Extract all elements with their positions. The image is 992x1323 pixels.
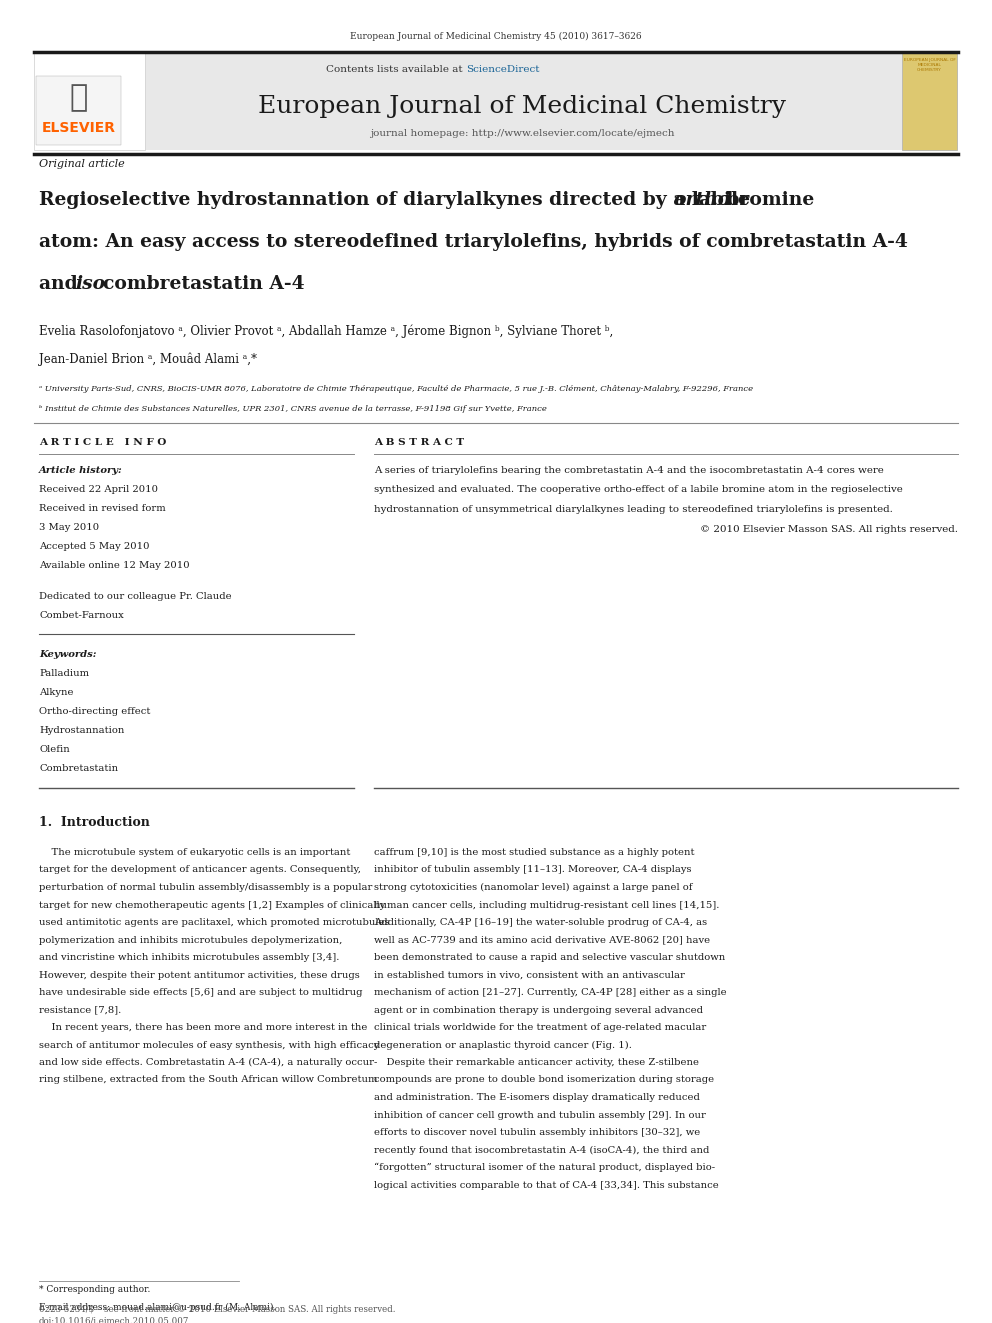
Text: 3 May 2010: 3 May 2010 [39, 523, 99, 532]
Text: ortho: ortho [674, 191, 731, 209]
Text: caffrum [9,10] is the most studied substance as a highly potent: caffrum [9,10] is the most studied subst… [374, 848, 694, 857]
Text: clinical trials worldwide for the treatment of age-related macular: clinical trials worldwide for the treatm… [374, 1023, 706, 1032]
Text: compounds are prone to double bond isomerization during storage: compounds are prone to double bond isome… [374, 1076, 714, 1085]
Text: ᵃ University Paris-Sud, CNRS, BioCIS-UMR 8076, Laboratoire de Chimie Thérapeutiq: ᵃ University Paris-Sud, CNRS, BioCIS-UMR… [39, 385, 753, 393]
Text: journal homepage: http://www.elsevier.com/locate/ejmech: journal homepage: http://www.elsevier.co… [370, 130, 675, 138]
Text: Hydrostannation: Hydrostannation [39, 726, 124, 736]
Text: target for new chemotherapeutic agents [1,2] Examples of clinically: target for new chemotherapeutic agents [… [39, 901, 385, 909]
Text: Available online 12 May 2010: Available online 12 May 2010 [39, 561, 189, 570]
Text: in established tumors in vivo, consistent with an antivascular: in established tumors in vivo, consisten… [374, 971, 684, 979]
Text: Keywords:: Keywords: [39, 650, 96, 659]
Text: and low side effects. Combretastatin A-4 (CA-4), a naturally occur-: and low side effects. Combretastatin A-4… [39, 1058, 377, 1068]
Text: have undesirable side effects [5,6] and are subject to multidrug: have undesirable side effects [5,6] and … [39, 988, 362, 998]
Bar [36, 75, 121, 146]
Text: recently found that isocombretastatin A-4 (isoCA-4), the third and: recently found that isocombretastatin A-… [374, 1146, 709, 1155]
Text: well as AC-7739 and its amino acid derivative AVE-8062 [20] have: well as AC-7739 and its amino acid deriv… [374, 935, 710, 945]
Text: Ortho-directing effect: Ortho-directing effect [39, 706, 151, 716]
Text: Article history:: Article history: [39, 466, 123, 475]
Text: Jean-Daniel Brion ᵃ, Mouâd Alami ᵃ,*: Jean-Daniel Brion ᵃ, Mouâd Alami ᵃ,* [39, 353, 257, 366]
Text: been demonstrated to cause a rapid and selective vascular shutdown: been demonstrated to cause a rapid and s… [374, 953, 725, 962]
Text: search of antitumor molecules of easy synthesis, with high efficacy: search of antitumor molecules of easy sy… [39, 1040, 379, 1049]
Text: and administration. The E-isomers display dramatically reduced: and administration. The E-isomers displa… [374, 1093, 700, 1102]
Text: Original article: Original article [39, 159, 125, 169]
Text: synthesized and evaluated. The cooperative ortho-effect of a labile bromine atom: synthesized and evaluated. The cooperati… [374, 486, 903, 495]
Text: A B S T R A C T: A B S T R A C T [374, 438, 464, 447]
Text: target for the development of anticancer agents. Consequently,: target for the development of anticancer… [39, 865, 361, 875]
Text: 0223-5234/$ – see front matter © 2010 Elsevier Masson SAS. All rights reserved.: 0223-5234/$ – see front matter © 2010 El… [39, 1304, 396, 1314]
Text: Combretastatin: Combretastatin [39, 763, 118, 773]
Text: 1.  Introduction: 1. Introduction [39, 816, 150, 830]
Text: EUROPEAN JOURNAL OF
MEDICINAL
CHEMISTRY: EUROPEAN JOURNAL OF MEDICINAL CHEMISTRY [904, 58, 955, 73]
Text: The microtubule system of eukaryotic cells is an important: The microtubule system of eukaryotic cel… [39, 848, 350, 857]
Text: Olefin: Olefin [39, 745, 69, 754]
Text: In recent years, there has been more and more interest in the: In recent years, there has been more and… [39, 1023, 367, 1032]
Text: mechanism of action [21–27]. Currently, CA-4P [28] either as a single: mechanism of action [21–27]. Currently, … [374, 988, 726, 998]
Text: iso: iso [75, 275, 106, 292]
Text: * Corresponding author.: * Corresponding author. [39, 1285, 151, 1294]
Text: inhibition of cancer cell growth and tubulin assembly [29]. In our: inhibition of cancer cell growth and tub… [374, 1110, 706, 1119]
Bar [145, 53, 902, 149]
Text: efforts to discover novel tubulin assembly inhibitors [30–32], we: efforts to discover novel tubulin assemb… [374, 1129, 700, 1136]
Text: ᵇ Institut de Chimie des Substances Naturelles, UPR 2301, CNRS avenue de la terr: ᵇ Institut de Chimie des Substances Natu… [39, 405, 547, 413]
Text: “forgotten” structural isomer of the natural product, displayed bio-: “forgotten” structural isomer of the nat… [374, 1163, 715, 1172]
Text: used antimitotic agents are paclitaxel, which promoted microtubules: used antimitotic agents are paclitaxel, … [39, 918, 390, 927]
Text: Received 22 April 2010: Received 22 April 2010 [39, 486, 158, 493]
Text: ring stilbene, extracted from the South African willow Combretum: ring stilbene, extracted from the South … [39, 1076, 378, 1085]
Text: polymerization and inhibits microtubules depolymerization,: polymerization and inhibits microtubules… [39, 935, 342, 945]
Text: 🌲: 🌲 [69, 83, 88, 112]
Text: perturbation of normal tubulin assembly/disassembly is a popular: perturbation of normal tubulin assembly/… [39, 882, 372, 892]
Text: Evelia Rasolofonjatovo ᵃ, Olivier Provot ᵃ, Abdallah Hamze ᵃ, Jérome Bignon ᵇ, S: Evelia Rasolofonjatovo ᵃ, Olivier Provot… [39, 325, 613, 339]
Text: E-mail address: mouad.alami@u-psud.fr (M. Alami).: E-mail address: mouad.alami@u-psud.fr (M… [39, 1303, 277, 1312]
Text: © 2010 Elsevier Masson SAS. All rights reserved.: © 2010 Elsevier Masson SAS. All rights r… [700, 524, 958, 533]
Text: Additionally, CA-4P [16–19] the water-soluble prodrug of CA-4, as: Additionally, CA-4P [16–19] the water-so… [374, 918, 707, 927]
Text: inhibitor of tubulin assembly [11–13]. Moreover, CA-4 displays: inhibitor of tubulin assembly [11–13]. M… [374, 865, 691, 875]
Text: Alkyne: Alkyne [39, 688, 73, 697]
Text: and vincristine which inhibits microtubules assembly [3,4].: and vincristine which inhibits microtubu… [39, 953, 339, 962]
Text: Accepted 5 May 2010: Accepted 5 May 2010 [39, 542, 150, 550]
Text: resistance [7,8].: resistance [7,8]. [39, 1005, 121, 1015]
Text: combretastatin A-4: combretastatin A-4 [103, 275, 305, 292]
Text: human cancer cells, including multidrug-resistant cell lines [14,15].: human cancer cells, including multidrug-… [374, 901, 719, 909]
Text: agent or in combination therapy is undergoing several advanced: agent or in combination therapy is under… [374, 1005, 703, 1015]
Text: Received in revised form: Received in revised form [39, 504, 166, 513]
Bar [902, 53, 957, 149]
Text: A series of triarylolefins bearing the combretastatin A-4 and the isocombretasta: A series of triarylolefins bearing the c… [374, 466, 884, 475]
Text: logical activities comparable to that of CA-4 [33,34]. This substance: logical activities comparable to that of… [374, 1180, 719, 1189]
Text: and: and [39, 275, 84, 292]
Text: Dedicated to our colleague Pr. Claude: Dedicated to our colleague Pr. Claude [39, 591, 231, 601]
Text: ELSEVIER: ELSEVIER [42, 120, 116, 135]
Text: strong cytotoxicities (nanomolar level) against a large panel of: strong cytotoxicities (nanomolar level) … [374, 882, 692, 892]
Text: However, despite their potent antitumor activities, these drugs: However, despite their potent antitumor … [39, 971, 360, 979]
Text: bromine: bromine [720, 191, 814, 209]
Text: Regioselective hydrostannation of diarylalkynes directed by a labile: Regioselective hydrostannation of diaryl… [39, 191, 757, 209]
Text: Despite their remarkable anticancer activity, these Z-stilbene: Despite their remarkable anticancer acti… [374, 1058, 699, 1068]
Text: European Journal of Medicinal Chemistry: European Journal of Medicinal Chemistry [259, 95, 787, 118]
Text: hydrostannation of unsymmetrical diarylalkynes leading to stereodefined triarylo: hydrostannation of unsymmetrical diaryla… [374, 505, 893, 515]
Text: atom: An easy access to stereodefined triarylolefins, hybrids of combretastatin : atom: An easy access to stereodefined tr… [39, 233, 908, 251]
Bar [34, 53, 145, 149]
Text: doi:10.1016/j.ejmech.2010.05.007: doi:10.1016/j.ejmech.2010.05.007 [39, 1316, 189, 1323]
Text: degeneration or anaplastic thyroid cancer (Fig. 1).: degeneration or anaplastic thyroid cance… [374, 1040, 632, 1049]
Text: Contents lists available at: Contents lists available at [326, 65, 466, 74]
Text: Combet-Farnoux: Combet-Farnoux [39, 611, 124, 620]
Text: ScienceDirect: ScienceDirect [466, 65, 540, 74]
Text: Palladium: Palladium [39, 669, 89, 677]
Text: European Journal of Medicinal Chemistry 45 (2010) 3617–3626: European Journal of Medicinal Chemistry … [350, 32, 642, 41]
Text: A R T I C L E   I N F O: A R T I C L E I N F O [39, 438, 167, 447]
